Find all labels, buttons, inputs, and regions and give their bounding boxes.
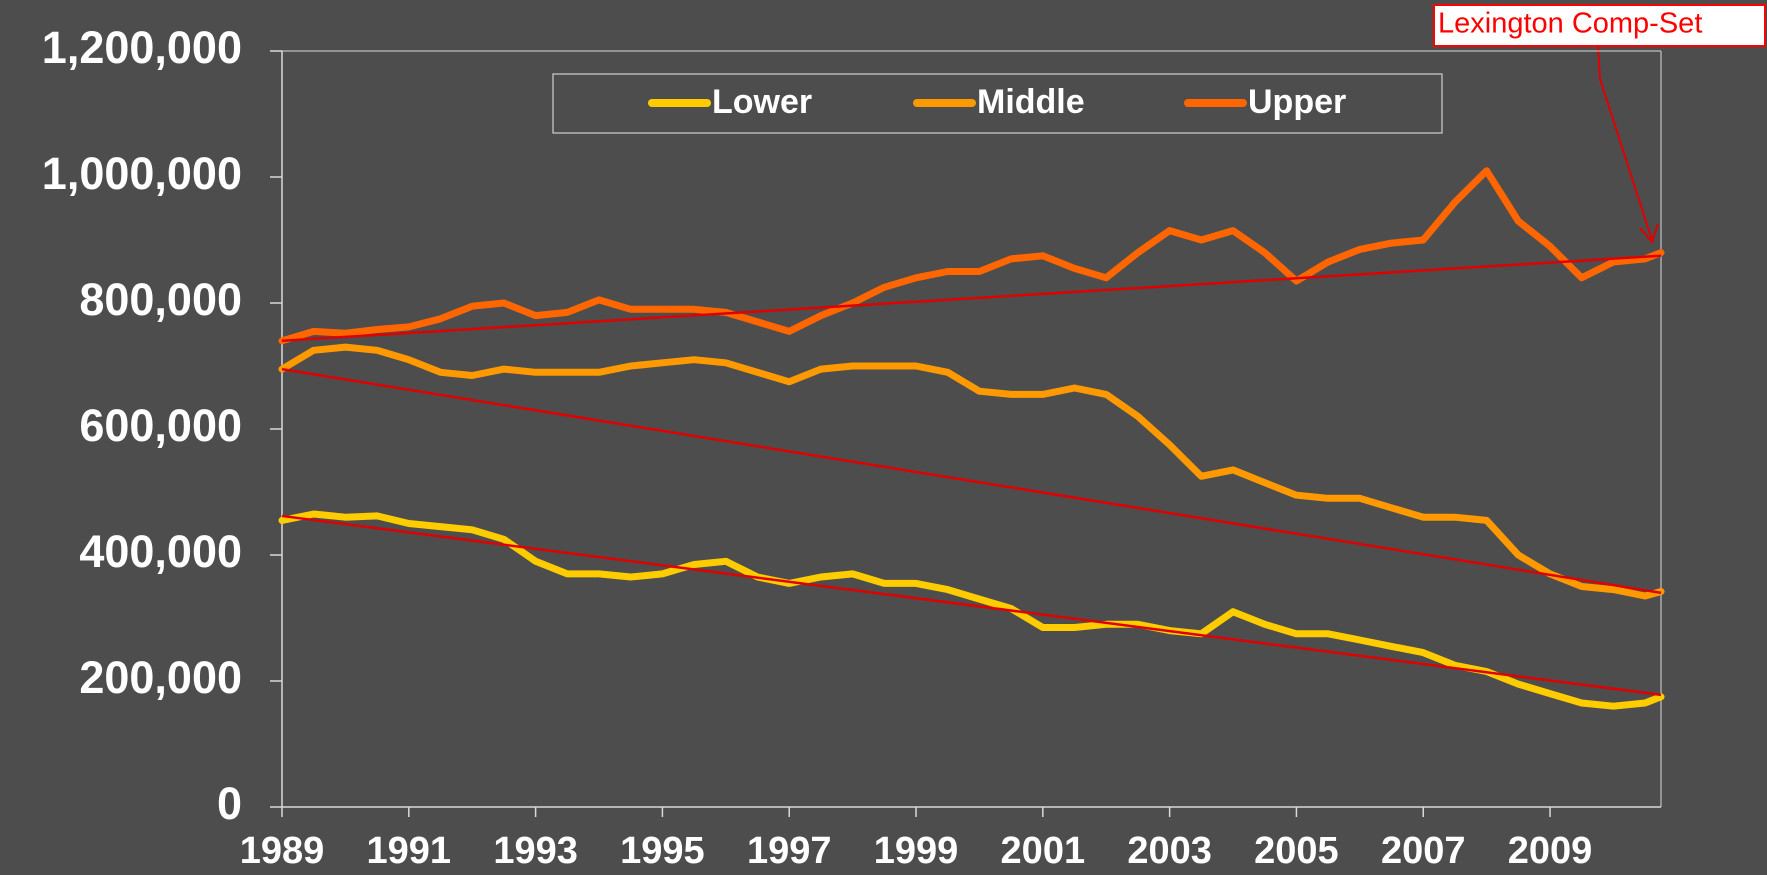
y-tick-label: 200,000: [79, 652, 242, 703]
trend-line: [281, 254, 1662, 343]
annotation-box: [1433, 4, 1766, 47]
x-tick-label: 1995: [620, 830, 705, 872]
x-tick-label: 1993: [493, 830, 578, 872]
x-tick-label: 1989: [240, 830, 325, 872]
x-tick-label: 2009: [1508, 830, 1593, 872]
y-tick-label: 0: [217, 778, 242, 829]
x-tick-label: 1991: [367, 830, 452, 872]
y-tick-label: 400,000: [79, 526, 242, 577]
y-tick-label: 800,000: [79, 274, 242, 325]
y-tick-label: 1,200,000: [42, 22, 242, 73]
x-tick-label: 1997: [747, 830, 832, 872]
legend-label: Upper: [1248, 83, 1346, 121]
y-tick-label: 1,000,000: [42, 148, 242, 199]
trend-line: [281, 367, 1662, 595]
series-line: [278, 167, 1665, 345]
x-tick-label: 2005: [1254, 830, 1339, 872]
x-tick-label: 2007: [1381, 830, 1466, 872]
legend-label: Middle: [977, 83, 1085, 121]
x-tick-label: 2003: [1127, 830, 1212, 872]
annotation-arrowhead: [1639, 223, 1659, 244]
x-tick-label: 2001: [1001, 830, 1086, 872]
series-line: [278, 343, 1665, 600]
x-tick-label: 1999: [874, 830, 959, 872]
y-tick-label: 600,000: [79, 400, 242, 451]
annotation-text: Lexington Comp-Set: [1438, 8, 1702, 40]
trend-line: [281, 514, 1662, 697]
legend-box: [552, 73, 1443, 134]
annotation-arrow: [1597, 45, 1653, 241]
legend-label: Lower: [712, 83, 812, 121]
